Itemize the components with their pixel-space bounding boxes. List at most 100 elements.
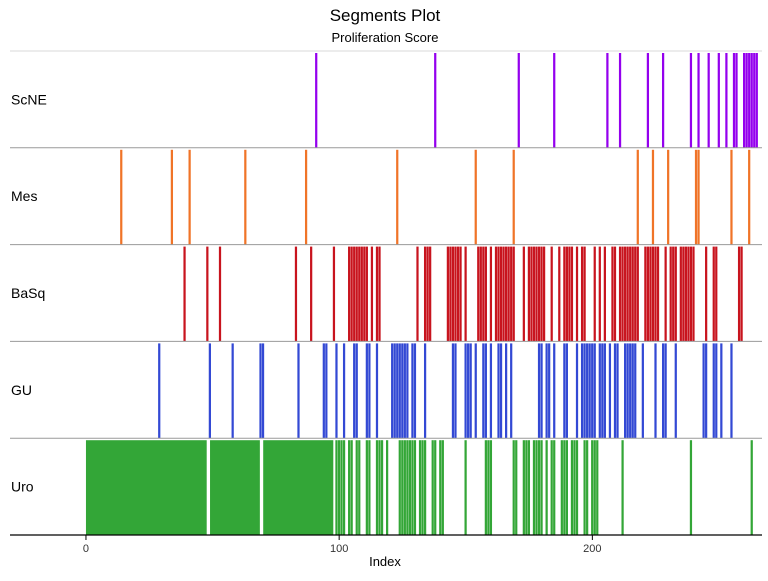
segment-bar-uro — [434, 440, 437, 535]
segment-bar-basq — [456, 246, 460, 342]
segment-bar-basq — [656, 246, 660, 342]
segment-bar-basq — [611, 246, 614, 342]
row-label-mes: Mes — [11, 188, 37, 204]
segment-bar-uro — [423, 440, 427, 535]
segment-bar-basq — [631, 246, 634, 342]
segment-bar-gu — [537, 343, 541, 439]
segment-bar-basq — [644, 246, 647, 342]
segment-bar-uro — [689, 440, 693, 535]
segment-bar-uro — [335, 440, 338, 535]
segment-bar-gu — [626, 343, 629, 439]
segment-bar-gu — [393, 343, 396, 439]
segment-bar-basq — [654, 246, 657, 342]
segment-bar-gu — [322, 343, 325, 439]
segment-bar-basq — [651, 246, 655, 342]
segment-bar-gu — [624, 343, 627, 439]
segment-bar-uro — [540, 440, 543, 535]
segment-bar-mes — [170, 149, 174, 245]
segment-bar-gu — [510, 343, 513, 439]
segment-bar-gu — [423, 343, 427, 439]
segment-bar-basq — [218, 246, 222, 342]
segment-bar-gu — [391, 343, 394, 439]
segment-bar-basq — [568, 246, 571, 342]
segment-bar-uro — [342, 440, 346, 535]
segment-bar-basq — [183, 246, 186, 342]
segment-bar-basq — [613, 246, 617, 342]
segment-bar-basq — [310, 246, 313, 342]
segment-bar-basq — [603, 246, 606, 342]
segment-bar-gu — [259, 343, 262, 439]
segment-bar-basq — [583, 246, 586, 342]
segment-bar-uro — [532, 440, 536, 535]
segment-bar-uro — [431, 440, 434, 535]
segment-bar-basq — [740, 246, 743, 342]
segment-bar-gu — [588, 343, 591, 439]
segment-bar-basq — [429, 246, 432, 342]
segment-bar-gu — [398, 343, 401, 439]
segment-bar-gu — [616, 343, 619, 439]
segment-bar-basq — [350, 246, 353, 342]
segment-bar-gu — [608, 343, 612, 439]
segment-bar-basq — [565, 246, 568, 342]
segment-bar-basq — [542, 246, 546, 342]
segment-bar-gu — [631, 343, 634, 439]
segment-bar-mes — [636, 149, 639, 245]
segment-bar-basq — [353, 246, 356, 342]
segment-bar-gu — [545, 343, 548, 439]
segment-bar-basq — [522, 246, 525, 342]
segment-bar-mes — [748, 149, 751, 245]
segment-bar-gu — [368, 343, 371, 439]
segment-bar-scne — [753, 53, 756, 148]
segment-bar-basq — [580, 246, 584, 342]
chart-subtitle: Proliferation Score — [332, 30, 439, 45]
segment-bar-basq — [530, 246, 533, 342]
segment-bar-gu — [365, 343, 368, 439]
segment-bar-basq — [449, 246, 452, 342]
bars-layer — [85, 53, 758, 535]
segment-bar-gu — [580, 343, 584, 439]
segment-bar-basq — [510, 246, 513, 342]
segment-bar-gu — [654, 343, 657, 439]
segment-bar-gu — [598, 343, 601, 439]
segment-bar-basq — [484, 246, 487, 342]
segment-bar-uro — [596, 440, 599, 535]
segment-bar-gu — [406, 343, 409, 439]
segment-bar-basq — [494, 246, 498, 342]
segment-bar-gu — [353, 343, 356, 439]
segment-bar-basq — [416, 246, 419, 342]
segment-bar-basq — [451, 246, 455, 342]
segment-bar-basq — [348, 246, 351, 342]
segment-bar-uro — [515, 440, 518, 535]
segment-bar-scne — [750, 53, 753, 148]
segment-bar-gu — [661, 343, 665, 439]
segment-bar-basq — [206, 246, 209, 342]
segment-bar-uro — [512, 440, 515, 535]
segment-bar-gu — [401, 343, 404, 439]
segment-bar-uro — [573, 440, 576, 535]
segment-bar-basq — [363, 246, 366, 342]
segment-bar-gu — [454, 343, 457, 439]
segment-bar-gu — [297, 343, 300, 439]
chart-title: Segments Plot — [330, 6, 441, 25]
segment-bar-gu — [499, 343, 503, 439]
segment-bar-basq — [446, 246, 449, 342]
segment-bar-mes — [667, 149, 670, 245]
segment-bar-basq — [679, 246, 682, 342]
segment-bar-gu — [505, 343, 508, 439]
segment-bar-basq — [629, 246, 632, 342]
segment-bar-gu — [641, 343, 644, 439]
segment-bar-uro — [583, 440, 586, 535]
segment-bar-basq — [687, 246, 690, 342]
segment-bar-uro — [537, 440, 541, 535]
segment-bar-gu — [664, 343, 667, 439]
row-label-basq: BaSq — [11, 285, 45, 301]
segment-bar-uro — [591, 440, 594, 535]
segment-bar-mes — [512, 149, 515, 245]
segment-bar-uro — [575, 440, 579, 535]
segment-bar-uro — [398, 440, 401, 535]
segment-bar-uro — [545, 440, 548, 535]
segment-bar-basq — [593, 246, 596, 342]
segment-bar-uro — [358, 440, 361, 535]
